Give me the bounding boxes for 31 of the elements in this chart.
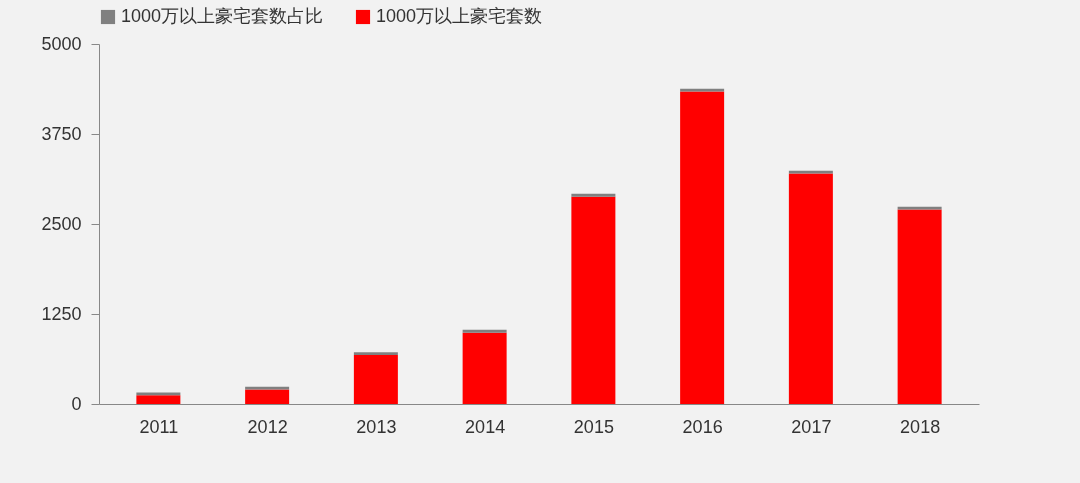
bar [788, 170, 833, 174]
bar [353, 355, 398, 404]
bar [136, 395, 181, 404]
x-tick-label: 2015 [573, 416, 614, 437]
y-tick-label: 1250 [41, 303, 82, 324]
y-tick-label: 3750 [41, 123, 82, 144]
bar [353, 352, 398, 356]
bar [788, 173, 833, 404]
x-tick-label: 2014 [465, 416, 506, 437]
x-tick-label: 2012 [247, 416, 288, 437]
bar [571, 193, 616, 197]
x-tick-label: 2017 [791, 416, 832, 437]
bar [680, 88, 725, 92]
y-tick-label: 0 [71, 393, 82, 414]
bar [897, 209, 942, 404]
bar [245, 389, 290, 404]
bar [571, 196, 616, 404]
bar [462, 329, 507, 333]
x-tick-label: 2011 [139, 416, 179, 437]
bar [136, 392, 181, 396]
y-tick-label: 5000 [41, 33, 82, 54]
legend-label: 1000万以上豪宅套数占比 [121, 6, 324, 26]
bar [245, 386, 290, 390]
legend-label: 1000万以上豪宅套数 [376, 6, 543, 26]
y-tick-label: 2500 [41, 213, 82, 234]
bar [462, 332, 507, 404]
x-tick-label: 2013 [356, 416, 397, 437]
bar [680, 91, 725, 404]
x-tick-label: 2018 [900, 416, 941, 437]
x-tick-label: 2016 [682, 416, 723, 437]
bar [897, 206, 942, 210]
